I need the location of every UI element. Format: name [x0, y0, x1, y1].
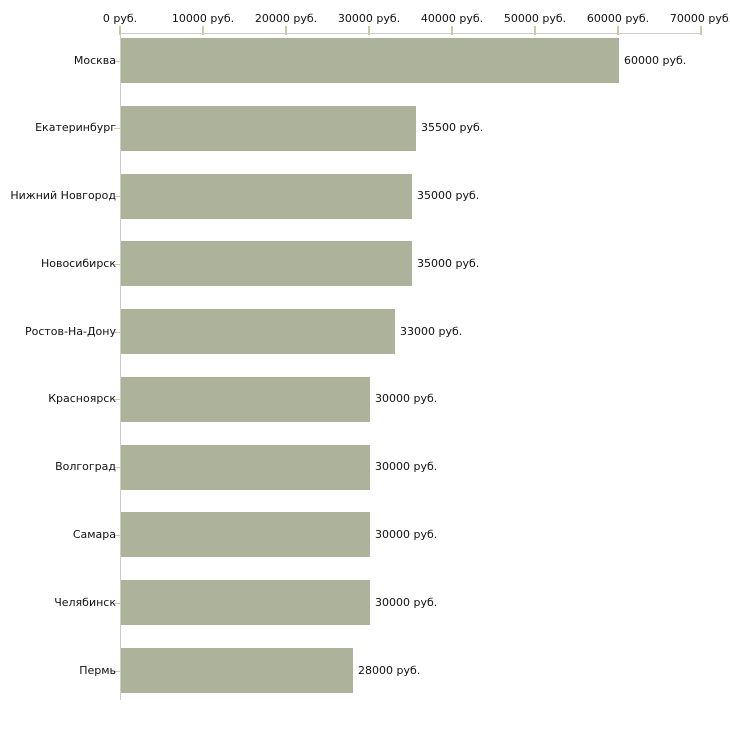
- x-tick-label: 50000 руб.: [503, 12, 567, 25]
- y-axis-tick: [114, 603, 120, 604]
- category-label: Нижний Новгород: [10, 189, 116, 202]
- y-axis-tick: [114, 671, 120, 672]
- bar: [121, 106, 416, 151]
- bar: [121, 445, 370, 490]
- x-tick-label: 60000 руб.: [586, 12, 650, 25]
- x-tick-label: 20000 руб.: [254, 12, 318, 25]
- category-label: Ростов-На-Дону: [24, 325, 116, 338]
- y-axis-tick: [114, 264, 120, 265]
- x-axis-tick: [285, 26, 287, 35]
- value-label: 28000 руб.: [358, 664, 421, 677]
- bar: [121, 377, 370, 422]
- y-axis-tick: [114, 128, 120, 129]
- bar: [121, 174, 412, 219]
- value-label: 30000 руб.: [375, 392, 438, 405]
- y-axis-tick: [114, 399, 120, 400]
- category-label: Москва: [73, 54, 116, 67]
- x-tick-label: 30000 руб.: [337, 12, 401, 25]
- value-label: 60000 руб.: [624, 54, 687, 67]
- category-label: Красноярск: [48, 392, 116, 405]
- x-axis-tick: [700, 26, 702, 35]
- x-tick-label: 70000 руб.: [669, 12, 730, 25]
- x-axis-tick: [451, 26, 453, 35]
- x-axis-tick: [202, 26, 204, 35]
- category-label: Новосибирск: [40, 257, 116, 270]
- value-label: 35000 руб.: [417, 189, 480, 202]
- bar: [121, 309, 395, 354]
- bar: [121, 648, 353, 693]
- value-label: 33000 руб.: [400, 325, 463, 338]
- value-label: 30000 руб.: [375, 460, 438, 473]
- bar: [121, 241, 412, 286]
- y-axis-tick: [114, 467, 120, 468]
- category-label: Самара: [72, 528, 116, 541]
- x-tick-label: 10000 руб.: [171, 12, 235, 25]
- category-label: Челябинск: [54, 596, 116, 609]
- category-label: Пермь: [79, 664, 116, 677]
- bar: [121, 580, 370, 625]
- value-label: 35000 руб.: [417, 257, 480, 270]
- bar: [121, 38, 619, 83]
- x-axis-tick: [119, 26, 121, 35]
- x-axis-tick: [534, 26, 536, 35]
- y-axis-tick: [114, 535, 120, 536]
- x-axis-tick: [617, 26, 619, 35]
- y-axis-tick: [114, 332, 120, 333]
- category-label: Волгоград: [55, 460, 116, 473]
- x-axis-tick: [368, 26, 370, 35]
- bar: [121, 512, 370, 557]
- category-label: Екатеринбург: [35, 121, 116, 134]
- x-tick-label: 40000 руб.: [420, 12, 484, 25]
- y-axis-tick: [114, 61, 120, 62]
- x-axis-line: [120, 33, 702, 34]
- y-axis-tick: [114, 196, 120, 197]
- value-label: 30000 руб.: [375, 528, 438, 541]
- value-label: 35500 руб.: [421, 121, 484, 134]
- value-label: 30000 руб.: [375, 596, 438, 609]
- x-tick-label: 0 руб.: [102, 12, 138, 25]
- y-axis-line: [120, 33, 121, 700]
